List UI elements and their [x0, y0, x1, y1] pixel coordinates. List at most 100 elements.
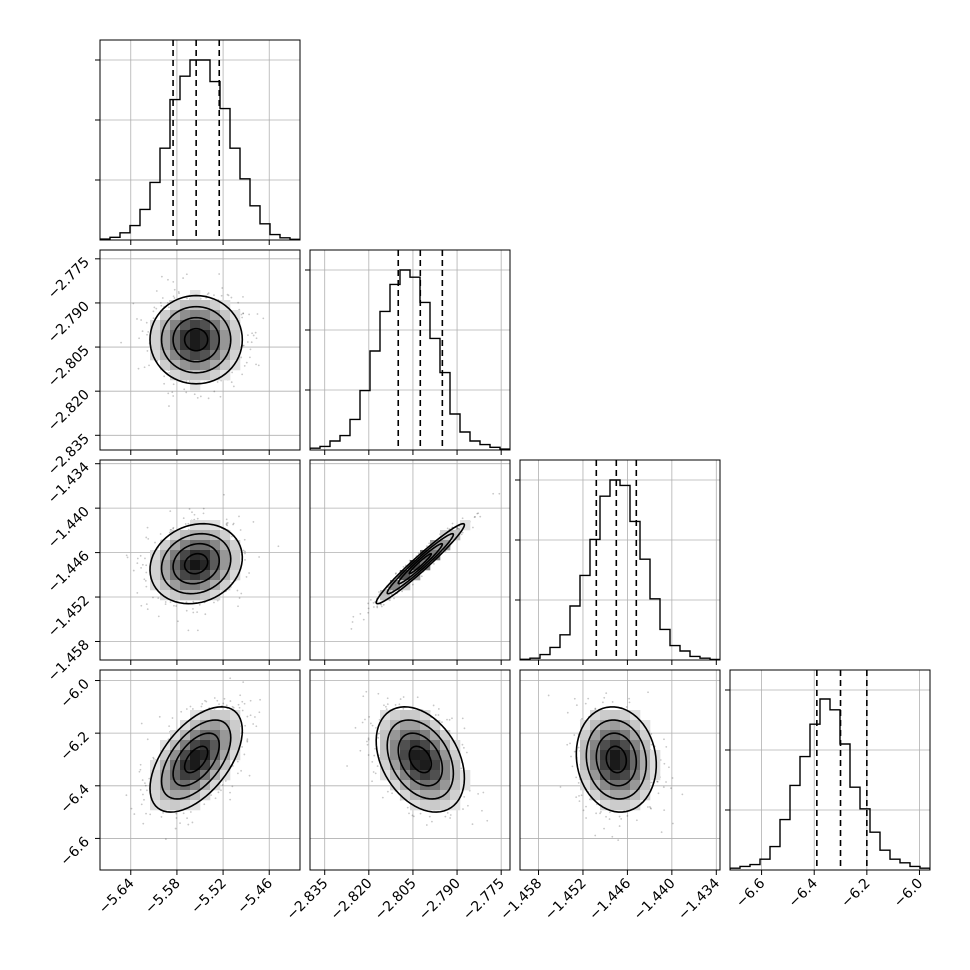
sample-point [192, 608, 194, 610]
density-cell [230, 560, 241, 571]
contour-2 [585, 719, 648, 800]
sample-point [575, 776, 578, 779]
density-cell [190, 800, 201, 811]
sample-point [498, 492, 501, 495]
sample-point [486, 819, 489, 822]
sample-point [229, 700, 232, 702]
sample-point [651, 781, 653, 784]
density-cell [420, 760, 431, 771]
density-cell [600, 740, 611, 751]
sample-point [145, 536, 148, 539]
density-cell [230, 710, 241, 721]
sample-point [199, 395, 202, 398]
sample-point [346, 765, 348, 767]
density-cell [220, 330, 231, 341]
sample-point [204, 613, 207, 616]
density-cell [200, 790, 211, 801]
sample-point [461, 531, 464, 534]
sample-point [380, 605, 383, 608]
density-cell [180, 550, 191, 561]
contour-1 [172, 316, 221, 363]
sample-point [241, 709, 244, 712]
y-tick-label: −6.2 [57, 729, 92, 764]
sample-point [144, 557, 146, 560]
sample-point [635, 819, 638, 822]
density-cell [170, 770, 181, 781]
sample-point [173, 604, 175, 607]
sample-point [605, 692, 608, 695]
sample-point [246, 738, 249, 741]
density-cell [230, 570, 241, 581]
sample-point [152, 310, 155, 313]
sample-point [225, 523, 228, 526]
sample-point [577, 746, 580, 749]
sample-point [461, 517, 464, 520]
sample-point [202, 512, 205, 515]
sample-point [226, 524, 229, 527]
y-tick-label: −1.446 [45, 548, 93, 596]
sample-point [145, 321, 148, 324]
sample-point [175, 812, 178, 815]
sample-point [623, 666, 625, 668]
sample-point [241, 316, 244, 319]
density-cell [190, 310, 201, 321]
sample-point [146, 333, 148, 336]
sample-point [177, 620, 179, 623]
density-cell [170, 800, 181, 811]
density-cell [230, 730, 241, 741]
sample-point [171, 717, 174, 719]
contour-3 [575, 706, 658, 813]
sample-point [187, 823, 190, 826]
sample-point [367, 737, 370, 740]
sample-point [243, 538, 246, 541]
sample-point [139, 788, 142, 791]
density-cell [190, 340, 201, 351]
density-cell [430, 740, 441, 751]
sample-point [204, 699, 206, 702]
sample-point [141, 563, 144, 566]
density-cell [390, 730, 401, 741]
panel-frame [519, 669, 721, 871]
density-cell [220, 730, 231, 741]
sample-point [369, 722, 372, 725]
panel-frame [309, 459, 511, 661]
sample-point [193, 393, 196, 396]
density-cell [160, 590, 171, 601]
density-cell [170, 330, 181, 341]
density-cell [160, 560, 171, 571]
sample-point [220, 294, 223, 297]
sample-point [159, 533, 162, 535]
sample-point [663, 738, 665, 741]
density-cell [200, 570, 211, 581]
sample-point [136, 562, 139, 565]
sample-point [159, 302, 162, 304]
density-cell [190, 750, 201, 761]
sample-point [203, 803, 206, 806]
density-cell [440, 750, 451, 761]
sample-point [160, 816, 163, 818]
density-cell [420, 750, 431, 761]
sample-point [246, 739, 249, 742]
sample-point [236, 760, 239, 763]
sample-point [383, 704, 385, 707]
sample-point [185, 380, 188, 383]
density-cell [190, 370, 201, 381]
density-cell [150, 550, 161, 561]
density-cell [170, 730, 181, 741]
sample-point [177, 290, 180, 293]
sample-point [366, 740, 368, 743]
density-cell [630, 760, 641, 771]
sample-point [481, 809, 483, 812]
density-cell [630, 770, 641, 781]
y-tick-label: −2.790 [45, 298, 93, 346]
density-cell [180, 570, 191, 581]
sample-point [163, 382, 166, 385]
density-cell [440, 780, 451, 791]
sample-point [161, 297, 164, 299]
density-cell [210, 320, 221, 331]
sample-point [145, 564, 148, 567]
density-cell [420, 790, 431, 801]
sample-point [465, 751, 468, 754]
sample-point [602, 701, 604, 704]
sample-point [172, 383, 175, 386]
